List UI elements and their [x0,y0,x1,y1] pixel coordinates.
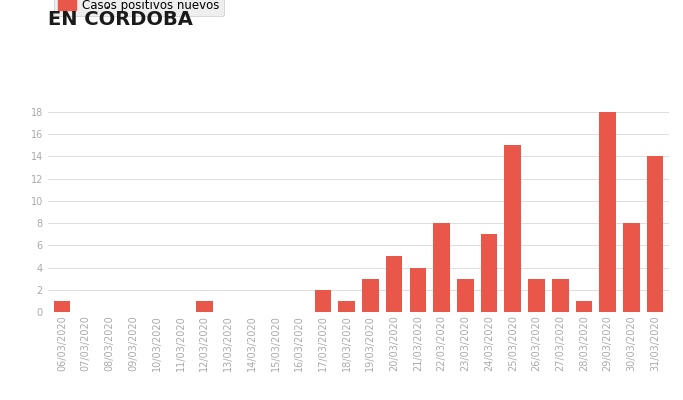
Bar [457,279,473,312]
Bar [528,279,545,312]
Bar [433,223,450,312]
Text: EN CÓRDOBA: EN CÓRDOBA [48,10,193,29]
Bar [600,112,616,312]
Bar [576,301,592,312]
Bar [54,301,70,312]
Legend: Casos positivos nuevos: Casos positivos nuevos [54,0,224,16]
Bar [386,256,402,312]
Bar [623,223,640,312]
Bar [647,156,663,312]
Bar [552,279,568,312]
Bar [481,234,497,312]
Bar [505,145,521,312]
Bar [362,279,379,312]
Bar [338,301,355,312]
Bar [315,290,331,312]
Bar [410,268,426,312]
Bar [196,301,212,312]
